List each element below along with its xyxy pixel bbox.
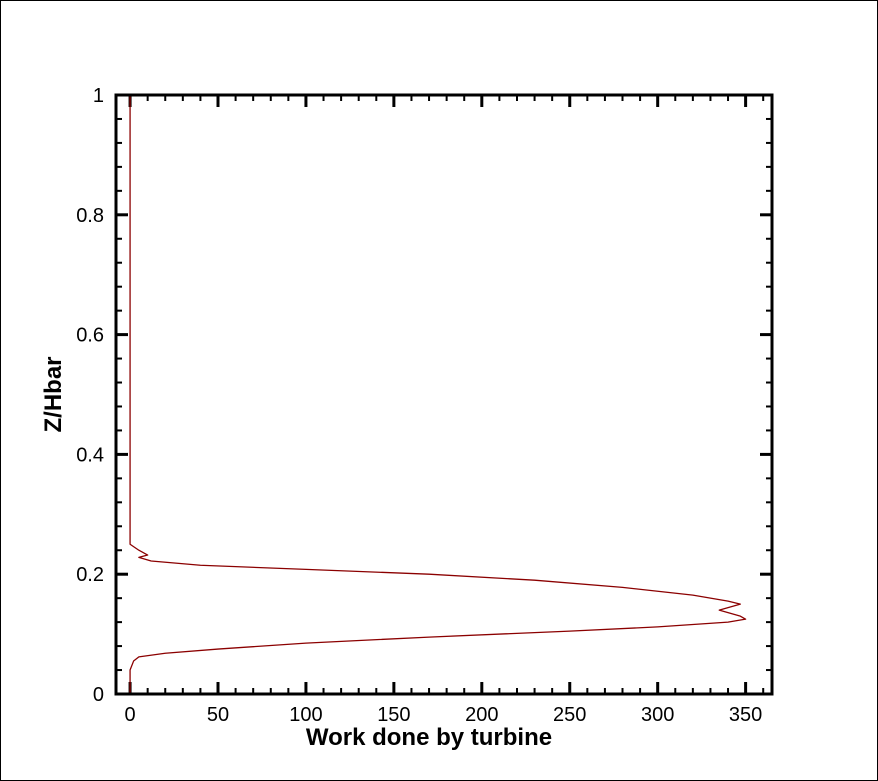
y-tick-label: 0 (93, 684, 104, 706)
x-tick-label: 150 (377, 704, 410, 726)
x-tick-label: 250 (553, 704, 586, 726)
x-tick-label: 300 (641, 704, 674, 726)
x-tick-label: 200 (465, 704, 498, 726)
x-axis-title: Work done by turbine (306, 724, 552, 751)
major-ticks (116, 93, 772, 696)
x-tick-label: 350 (729, 704, 762, 726)
y-axis-title: Z/Hbar (40, 356, 67, 432)
minor-ticks (116, 95, 772, 694)
series-layer (129, 95, 747, 694)
y-tick-label: 0.2 (76, 564, 104, 586)
series-line-1 (129, 95, 747, 694)
y-tick-label: 1 (93, 85, 104, 107)
x-tick-label: 50 (207, 704, 229, 726)
tick-labels: 0 50 100 150 200 250 300 350 0 0.2 0.4 0.6 0.8 1 (76, 85, 762, 726)
x-tick-label: 0 (125, 704, 136, 726)
y-tick-label: 0.8 (76, 205, 104, 227)
y-tick-label: 0.4 (76, 444, 104, 466)
y-tick-label: 0.6 (76, 325, 104, 347)
plot-area-border (114, 93, 774, 696)
x-tick-label: 100 (289, 704, 322, 726)
